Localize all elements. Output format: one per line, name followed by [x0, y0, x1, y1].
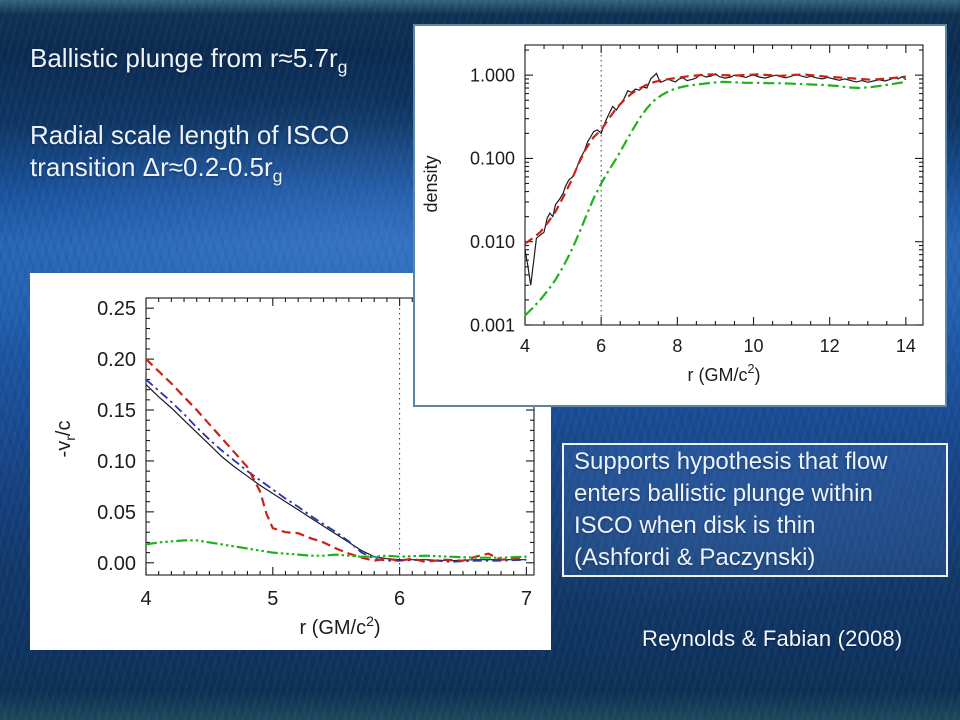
- velocity-y-tick-label: 0.10: [97, 451, 136, 473]
- density-x-axis-label: r (GM/c2): [687, 362, 760, 385]
- bullet2-subscript: g: [272, 166, 283, 187]
- velocity-x-tick-label: 7: [521, 588, 532, 610]
- callout-line-2: enters ballistic plunge within: [574, 480, 873, 507]
- velocity-y-tick-label: 0.20: [97, 349, 136, 371]
- density-y-tick-label: 1.000: [470, 65, 515, 85]
- density-y-axis-label: density: [421, 155, 441, 212]
- density-y-tick-label: 0.001: [470, 315, 515, 335]
- bullet-text-block: Ballistic plunge from r≈5.7rg Radial sca…: [30, 42, 450, 192]
- callout-line-4: (Ashfordi & Paczynski): [574, 544, 816, 571]
- density-x-tick-label: 14: [896, 336, 916, 356]
- credit-text: Reynolds & Fabian (2008): [642, 626, 903, 651]
- density-x-tick-label: 4: [520, 336, 530, 356]
- velocity-x-axis-label: r (GM/c2): [299, 613, 380, 639]
- bullet2-line2: transition Δr≈0.2-0.5rg: [30, 151, 450, 192]
- density-series-black-solid: [524, 72, 907, 286]
- bullet2-line1: Radial scale length of ISCO: [30, 120, 350, 151]
- density-chart: 4 6 8 10 12 14 1.000 0.100 0.010 0.001 r (GM/c2) de…: [421, 44, 924, 385]
- density-y-tick-label: 0.100: [470, 149, 515, 169]
- velocity-x-tick-label: 4: [140, 588, 151, 610]
- bullet-radial-scale: Radial scale length of ISCO transition Δ…: [30, 119, 450, 192]
- velocity-y-axis-label: -vr/c: [53, 421, 78, 458]
- velocity-series-black-solid: [145, 384, 527, 562]
- velocity-series-red-dashed: [145, 358, 527, 563]
- density-series-red-dashed: [524, 73, 907, 245]
- velocity-x-tick-label: 6: [394, 588, 405, 610]
- callout-line-3: ISCO when disk is thin: [574, 512, 816, 539]
- callout-line-1: Supports hypothesis that flow: [574, 448, 888, 475]
- density-x-tick-label: 8: [672, 336, 682, 356]
- velocity-y-tick-label: 0.15: [97, 400, 136, 422]
- velocity-x-tick-label: 5: [267, 588, 278, 610]
- density-plot-panel: 4 6 8 10 12 14 1.000 0.100 0.010 0.001 r (GM/c2) de…: [413, 24, 947, 407]
- density-x-tick-label: 10: [744, 336, 764, 356]
- velocity-y-tick-label: 0.00: [97, 553, 136, 575]
- velocity-y-tick-label: 0.25: [97, 298, 136, 320]
- callout-box: Supports hypothesis that flow enters bal…: [562, 443, 948, 577]
- density-y-tick-label: 0.010: [470, 232, 515, 252]
- density-series-green-dash-dot: [524, 80, 907, 317]
- velocity-y-tick-label: 0.05: [97, 502, 136, 524]
- bullet2-line2-text: transition Δr≈0.2-0.5r: [30, 152, 273, 183]
- bullet-ballistic-plunge: Ballistic plunge from r≈5.7rg: [30, 42, 450, 83]
- velocity-chart: 4 5 6 7 0.25 0.20 0.15 0.10 0.05 0.00 r (GM/c2) -vr…: [53, 297, 535, 639]
- velocity-series-green-dash-dot-dot: [145, 539, 527, 559]
- density-x-tick-label: 12: [820, 336, 840, 356]
- bullet1-subscript: g: [337, 57, 348, 78]
- bullet1-text: Ballistic plunge from r≈5.7r: [30, 43, 338, 73]
- density-x-tick-label: 6: [596, 336, 606, 356]
